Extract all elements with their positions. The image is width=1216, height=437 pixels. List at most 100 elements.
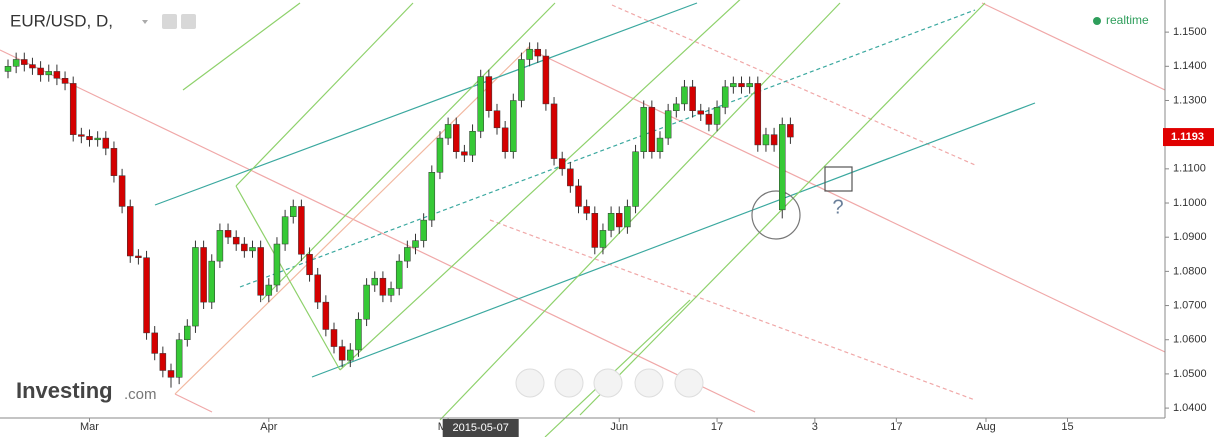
candle-body [762, 134, 770, 146]
candle-body [624, 206, 631, 228]
candle-body [322, 301, 330, 330]
trend-line [0, 49, 756, 413]
candle-body [705, 113, 713, 125]
candle-body [404, 247, 411, 262]
trend-line [339, 0, 741, 371]
candle-body [338, 346, 346, 361]
candle-body [453, 124, 460, 153]
candle-body [208, 260, 215, 303]
reset-button[interactable] [593, 368, 623, 398]
candle-body [118, 175, 126, 207]
highlight-box [824, 166, 853, 192]
y-tick-label: 1.0600 [1173, 334, 1207, 346]
last-price-box [1163, 128, 1214, 147]
scroll-left-button[interactable] [515, 368, 545, 398]
candle-body [550, 103, 558, 159]
candle-body [290, 206, 297, 217]
trend-line [174, 393, 213, 413]
chart-title: EUR/USD, D, [10, 11, 113, 30]
candle-body [632, 151, 639, 207]
candle-body [461, 151, 468, 156]
candle-body [12, 59, 20, 67]
candle-body [94, 137, 101, 141]
trend-line [439, 2, 841, 421]
trend-line [261, 2, 556, 301]
candle-body [273, 243, 281, 286]
candle-body [616, 213, 623, 228]
y-tick-label: 1.1400 [1173, 60, 1207, 72]
candle-body [21, 59, 28, 65]
x-tick-label: 3 [812, 421, 818, 433]
candle-body [599, 230, 607, 248]
candle-body [281, 216, 289, 245]
trend-line [182, 2, 301, 91]
x-tick-label: 17 [890, 421, 902, 433]
dropdown-icon[interactable] [142, 20, 148, 24]
candle-body [746, 83, 753, 88]
candle-body [379, 277, 387, 296]
candle-body [37, 67, 44, 76]
candle-body [510, 100, 517, 153]
candle-body [371, 277, 378, 286]
candle-body [444, 124, 452, 139]
trend-line [174, 45, 531, 395]
zoom-in-button[interactable] [634, 368, 664, 398]
candle-body [754, 83, 762, 146]
candle-body [184, 325, 191, 340]
candle-body [526, 48, 533, 60]
candle-body [265, 284, 273, 296]
visibility-button[interactable] [162, 14, 177, 29]
candle-body [53, 71, 61, 79]
candle-body [355, 318, 362, 351]
drawing-tools [0, 0, 1166, 437]
candle-body [249, 247, 256, 252]
candle-body [697, 110, 704, 115]
crosshair-date-box [442, 419, 519, 437]
candle-body [591, 213, 599, 248]
scroll-right-button[interactable] [674, 368, 704, 398]
candle-body [78, 134, 85, 137]
candle-body [518, 59, 525, 101]
candle-body [69, 83, 77, 135]
x-tick-label: Jun [610, 421, 628, 433]
candle-body [143, 257, 150, 334]
candle-body [127, 206, 134, 257]
x-tick-label: 17 [711, 421, 723, 433]
candle-body [45, 71, 52, 76]
candle-body [29, 64, 36, 69]
x-tick-label: Mar [80, 421, 99, 433]
trend-line [311, 102, 1036, 378]
candle-body [420, 219, 427, 241]
candle-body [738, 83, 745, 88]
candle-body [110, 148, 118, 176]
x-tick-label: Apr [260, 421, 277, 433]
status: realtime [1106, 13, 1149, 27]
candle-body [575, 185, 582, 207]
candle-body [730, 83, 737, 88]
y-tick-label: 1.1100 [1173, 163, 1206, 175]
trend-line [239, 9, 976, 288]
candles [4, 42, 794, 388]
candle-body [607, 213, 615, 231]
y-tick-label: 1.1300 [1173, 94, 1207, 106]
zoom-out-button[interactable] [554, 368, 584, 398]
x-tick-label: Aug [976, 421, 996, 433]
candle-body [200, 247, 207, 303]
candle-body [232, 236, 240, 245]
x-tick-label: 15 [1061, 421, 1073, 433]
candle-body [485, 76, 493, 111]
y-tick-label: 1.0900 [1173, 231, 1207, 243]
candle-body [159, 353, 167, 371]
candle-body [583, 206, 590, 214]
candle-body [175, 339, 183, 378]
candle-body [493, 110, 501, 129]
trend-line [154, 2, 698, 206]
y-tick-label: 1.0700 [1173, 299, 1207, 311]
candle-body [102, 137, 110, 149]
candle-body [673, 103, 680, 111]
settings-button[interactable] [181, 14, 196, 29]
candle-body [648, 107, 656, 153]
highlight-circle [751, 190, 801, 240]
trend-line [235, 185, 341, 371]
